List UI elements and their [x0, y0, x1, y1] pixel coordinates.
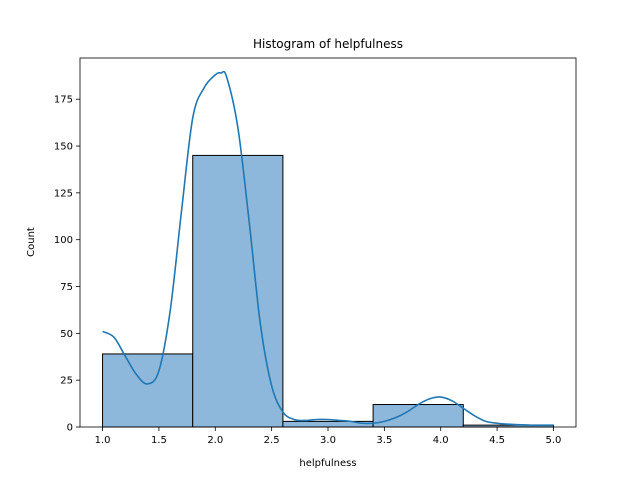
histogram-bar-4 [372, 404, 464, 428]
x-tick-label-3: 2.0 [207, 435, 223, 446]
x-tick-label-1: 1.0 [95, 435, 111, 446]
histogram-bar-1 [102, 353, 194, 428]
x-tick-label-9: 5.0 [546, 435, 562, 446]
x-tick-label-5: 3.0 [320, 435, 336, 446]
y-tick-label-4: 75 [60, 282, 73, 293]
x-axis-label: helpfulness [299, 458, 356, 469]
x-axis: 1.0 1.5 2.0 2.5 3.0 3.5 4.0 4.5 5.0 [95, 427, 562, 446]
x-tick-label-2: 1.5 [151, 435, 167, 446]
y-tick-label-1: 0 [67, 423, 73, 434]
x-tick-label-7: 4.0 [433, 435, 449, 446]
bars-group [102, 154, 554, 428]
kde-line [102, 70, 554, 426]
y-tick-label-5: 100 [54, 235, 73, 246]
kde-group [102, 70, 554, 426]
y-tick-label-6: 125 [54, 188, 73, 199]
y-tick-label-7: 150 [54, 142, 73, 153]
x-tick-label-4: 2.5 [264, 435, 280, 446]
y-axis-label: Count [26, 227, 37, 257]
x-tick-label-6: 3.5 [376, 435, 392, 446]
y-tick-label-2: 25 [60, 376, 73, 387]
y-tick-label-3: 50 [60, 329, 73, 340]
x-tick-label-8: 4.5 [489, 435, 505, 446]
chart-title: Histogram of helpfulness [253, 37, 403, 51]
plot-frame [79, 57, 577, 428]
y-tick-label-8: 175 [54, 95, 73, 106]
y-axis: 0 25 50 75 100 125 150 175 [54, 95, 80, 434]
histogram-bar-2 [192, 154, 284, 428]
